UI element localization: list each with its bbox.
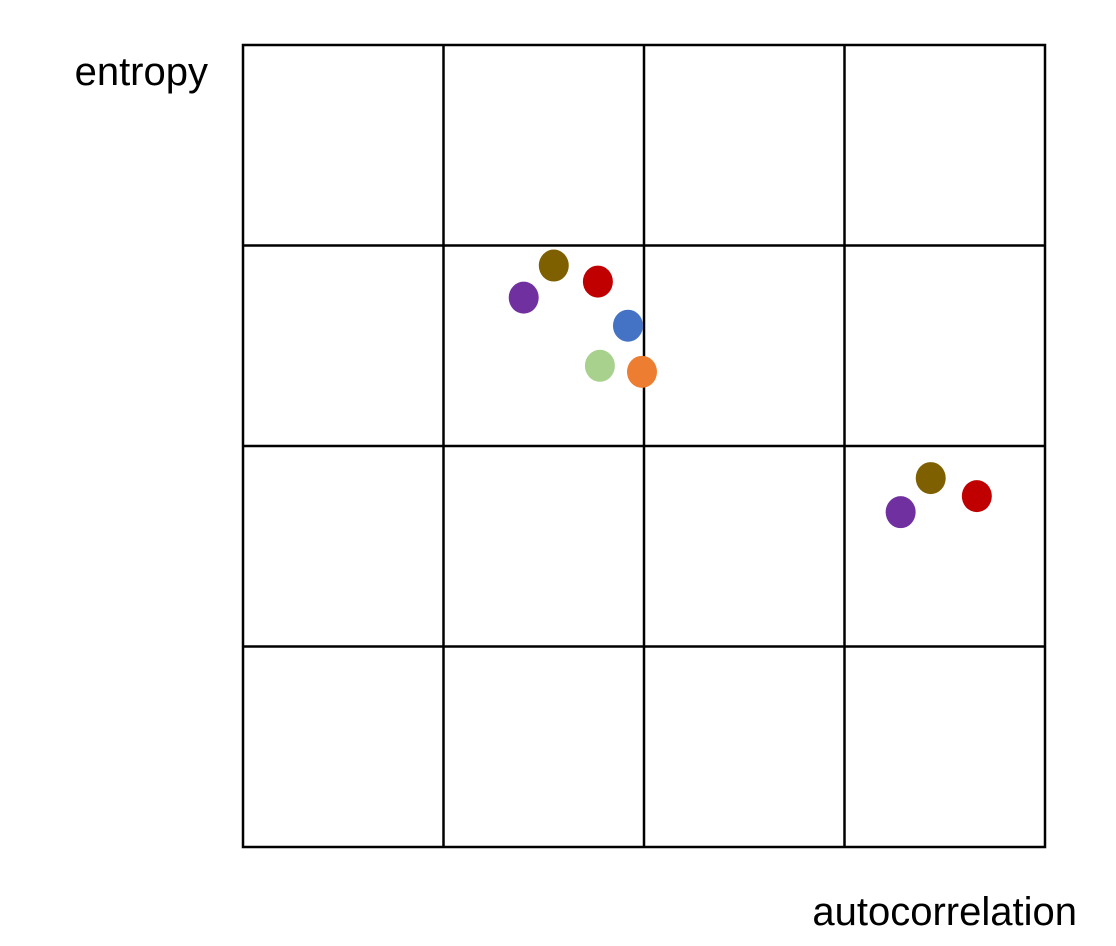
x-axis-label: autocorrelation: [812, 890, 1077, 934]
data-point: [538, 249, 569, 282]
chart-grid: [241, 43, 1047, 849]
data-point: [961, 480, 992, 513]
y-axis-label: entropy: [75, 50, 208, 94]
data-point: [612, 309, 643, 342]
data-point: [508, 281, 539, 314]
chart-points: [508, 249, 992, 529]
data-point: [915, 462, 946, 495]
data-point: [584, 349, 615, 382]
data-point: [582, 265, 613, 298]
data-point: [885, 496, 916, 529]
data-point: [626, 355, 657, 388]
